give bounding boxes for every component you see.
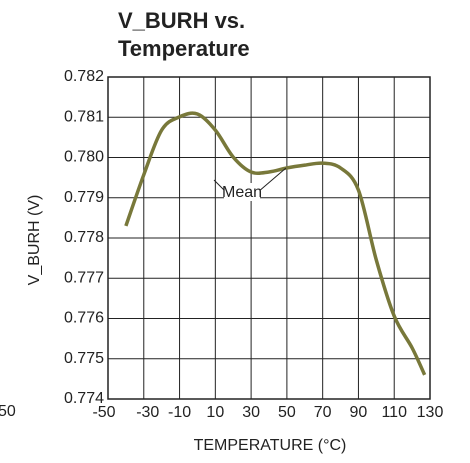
x-tick-label: 70: [314, 404, 332, 421]
edge-text: 50: [0, 403, 16, 420]
x-tick-label: 110: [381, 404, 407, 421]
x-tick-label: 30: [242, 404, 260, 421]
x-tick-label: 130: [417, 404, 444, 421]
x-tick-label: -50: [92, 404, 115, 421]
y-tick-label: 0.775: [64, 350, 104, 367]
chart-title: Temperature: [118, 36, 250, 61]
x-axis-label: TEMPERATURE (°C): [194, 437, 347, 454]
x-tick-label: -30: [136, 404, 159, 421]
x-tick-label: 90: [350, 404, 368, 421]
y-tick-label: 0.781: [64, 108, 104, 125]
plot-frame: [107, 76, 431, 400]
y-axis-label: V_BURH (V): [26, 195, 43, 286]
y-tick-label: 0.774: [64, 390, 104, 407]
chart-title: V_BURH vs.: [118, 8, 245, 33]
series-line: [124, 111, 427, 376]
y-tick-label: 0.778: [64, 229, 104, 246]
annotation-leader: [257, 167, 287, 193]
y-tick-label: 0.779: [64, 189, 104, 206]
annotation: Mean: [222, 184, 262, 201]
annotation-bg: [224, 183, 260, 201]
x-tick-label: -10: [168, 404, 191, 421]
y-tick-label: 0.777: [64, 269, 104, 286]
y-tick-label: 0.782: [64, 68, 104, 85]
x-tick-label: 10: [206, 404, 224, 421]
y-tick-label: 0.780: [64, 149, 104, 166]
y-tick-label: 0.776: [64, 310, 104, 327]
x-tick-label: 50: [278, 404, 296, 421]
